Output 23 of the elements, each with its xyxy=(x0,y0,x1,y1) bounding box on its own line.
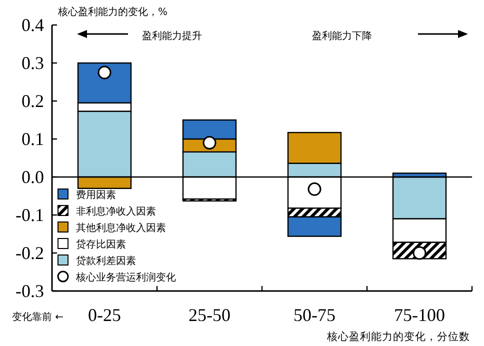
x-tick-label: 50-75 xyxy=(294,305,336,325)
x-tick-label: 75-100 xyxy=(394,305,445,325)
legend-label: 费用因素 xyxy=(76,189,116,201)
legend-label: 核心业务营运利润变化 xyxy=(75,272,176,284)
x-axis-title: 核心盈利能力的变化，分位数 xyxy=(326,330,470,343)
x-tick-label: 25-50 xyxy=(188,305,230,325)
y-tick-label: 0.4 xyxy=(22,15,44,35)
y-axis-title: 核心盈利能力的变化，% xyxy=(57,6,168,18)
legend-label: 其他利息净收入因素 xyxy=(76,222,166,234)
y-tick-label: 0.0 xyxy=(22,167,44,187)
legend-label: 贷存比因素 xyxy=(76,238,126,250)
annotation: 盈利能力提升 xyxy=(142,30,202,42)
y-tick-label: 0.1 xyxy=(22,129,44,149)
text: 变化靠前 ← xyxy=(12,311,64,323)
y-tick-label: -0.3 xyxy=(16,281,44,301)
y-tick-label: -0.1 xyxy=(16,205,44,225)
annotation: 盈利能力下降 xyxy=(312,30,372,42)
x-tick-label: 0-25 xyxy=(88,305,121,325)
y-tick-label: 0.3 xyxy=(22,53,44,73)
y-tick-label: -0.2 xyxy=(16,243,44,263)
legend-label: 非利息净收入因素 xyxy=(76,206,156,218)
legend-label: 贷款利差因素 xyxy=(76,255,136,267)
y-tick-label: 0.2 xyxy=(22,91,44,111)
